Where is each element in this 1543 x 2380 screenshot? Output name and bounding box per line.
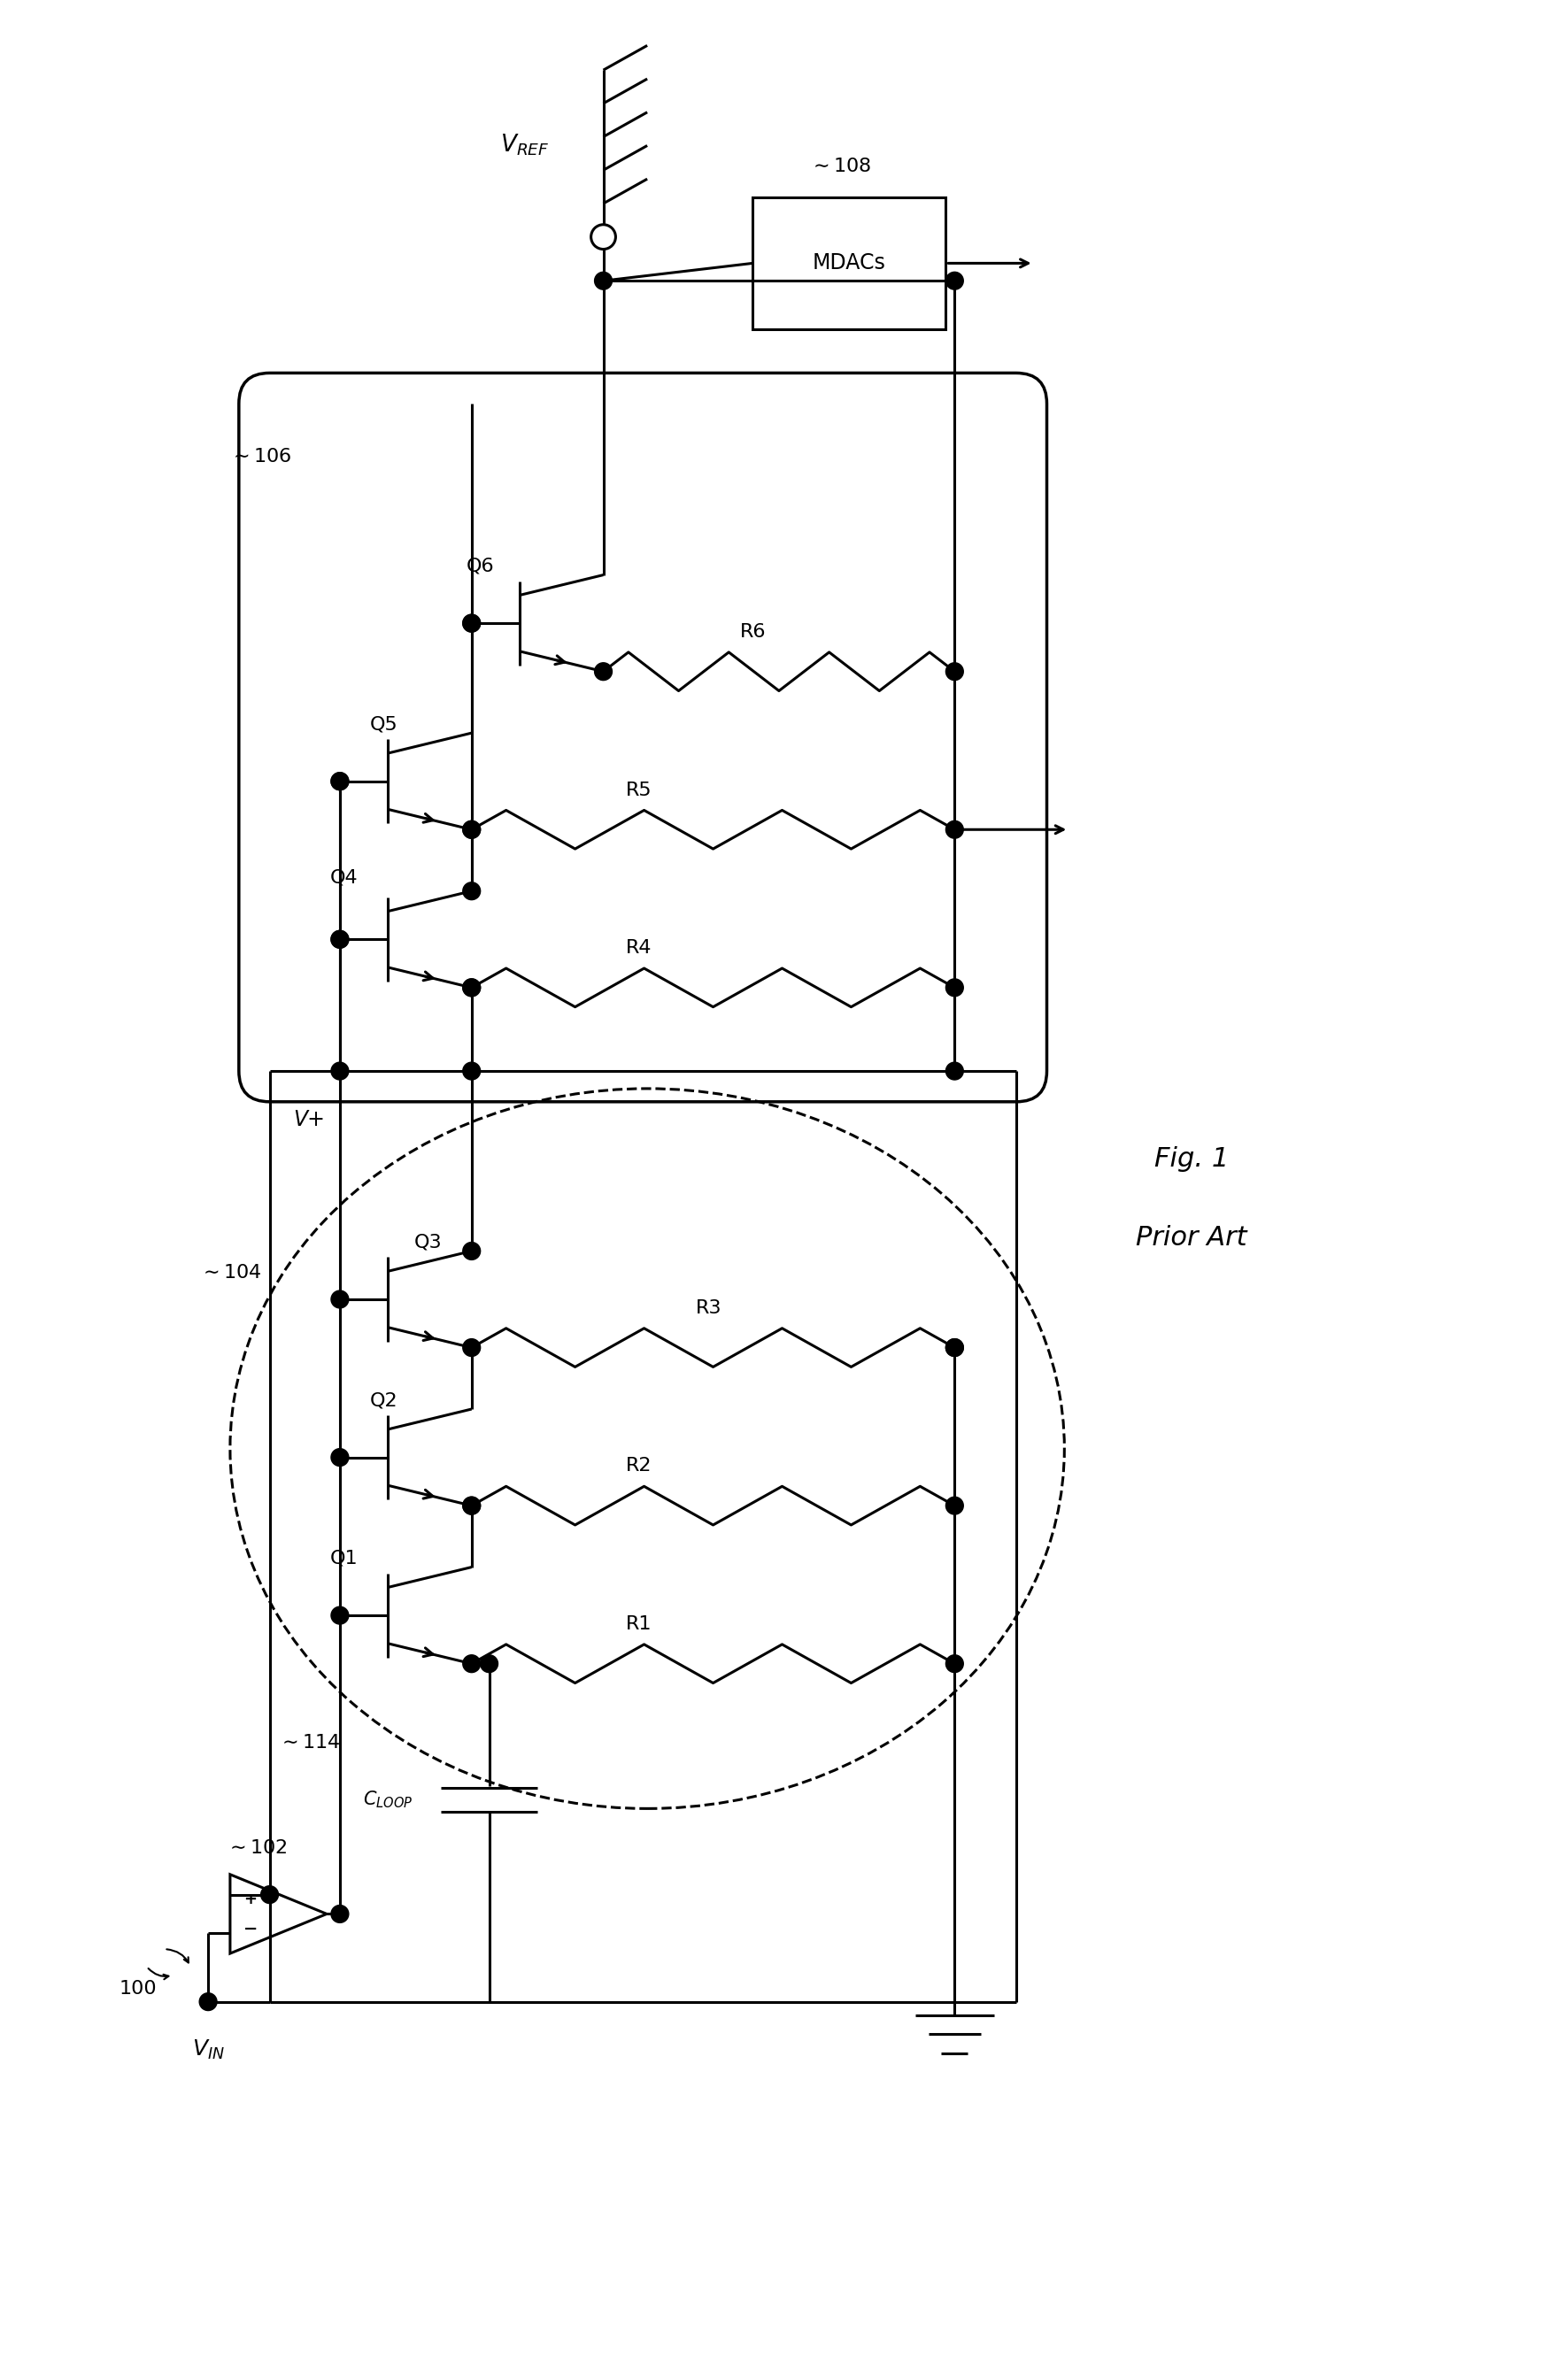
Circle shape <box>946 1654 963 1673</box>
Text: Q6: Q6 <box>466 557 494 576</box>
Text: R5: R5 <box>625 781 651 800</box>
Text: 100: 100 <box>119 1980 157 1997</box>
Text: $\sim$106: $\sim$106 <box>230 447 292 464</box>
Circle shape <box>463 1242 480 1259</box>
Circle shape <box>332 1061 349 1081</box>
Text: $\sim$102: $\sim$102 <box>225 1840 287 1856</box>
Circle shape <box>463 821 480 838</box>
Circle shape <box>463 1340 480 1357</box>
Text: $C_{LOOP}$: $C_{LOOP}$ <box>363 1790 414 1811</box>
Circle shape <box>463 821 480 838</box>
Circle shape <box>946 1061 963 1081</box>
Circle shape <box>463 1497 480 1514</box>
Circle shape <box>946 1497 963 1514</box>
Text: Q1: Q1 <box>330 1549 358 1566</box>
Circle shape <box>463 1497 480 1514</box>
Circle shape <box>332 1449 349 1466</box>
Circle shape <box>946 978 963 997</box>
Circle shape <box>591 224 616 250</box>
Text: R2: R2 <box>625 1457 651 1476</box>
Text: Q4: Q4 <box>330 869 358 888</box>
Circle shape <box>946 821 963 838</box>
Text: +: + <box>244 1892 258 1906</box>
Circle shape <box>463 978 480 997</box>
Text: $V_{REF}$: $V_{REF}$ <box>500 131 549 157</box>
Text: V+: V+ <box>293 1109 326 1130</box>
Text: R1: R1 <box>625 1616 651 1633</box>
Circle shape <box>463 883 480 900</box>
Text: Q2: Q2 <box>370 1392 398 1409</box>
Circle shape <box>199 1992 218 2011</box>
Text: Q5: Q5 <box>370 716 398 733</box>
Circle shape <box>946 662 963 681</box>
Text: R3: R3 <box>696 1299 722 1316</box>
Circle shape <box>463 614 480 633</box>
Text: $\sim$108: $\sim$108 <box>810 157 872 176</box>
Text: R6: R6 <box>739 624 765 640</box>
Circle shape <box>463 1654 480 1673</box>
Text: Fig. 1: Fig. 1 <box>1154 1147 1230 1171</box>
Circle shape <box>946 1340 963 1357</box>
Circle shape <box>594 271 613 290</box>
Circle shape <box>480 1654 498 1673</box>
Circle shape <box>332 774 349 790</box>
Circle shape <box>594 662 613 681</box>
Text: MDACs: MDACs <box>813 252 886 274</box>
Circle shape <box>463 1061 480 1081</box>
Circle shape <box>463 978 480 997</box>
Circle shape <box>261 1885 278 1904</box>
Circle shape <box>332 774 349 790</box>
Circle shape <box>332 1606 349 1623</box>
Circle shape <box>332 1290 349 1309</box>
Circle shape <box>332 931 349 947</box>
Circle shape <box>332 931 349 947</box>
Text: Prior Art: Prior Art <box>1136 1226 1247 1250</box>
Circle shape <box>946 1340 963 1357</box>
Circle shape <box>946 271 963 290</box>
Text: $V_{IN}$: $V_{IN}$ <box>191 2037 224 2061</box>
Text: −: − <box>244 1921 258 1937</box>
Text: Q3: Q3 <box>414 1233 441 1252</box>
Text: R4: R4 <box>625 940 651 957</box>
Circle shape <box>463 614 480 633</box>
Circle shape <box>332 1904 349 1923</box>
Text: $\sim$114: $\sim$114 <box>278 1735 341 1752</box>
Text: $\sim$104: $\sim$104 <box>199 1264 261 1283</box>
